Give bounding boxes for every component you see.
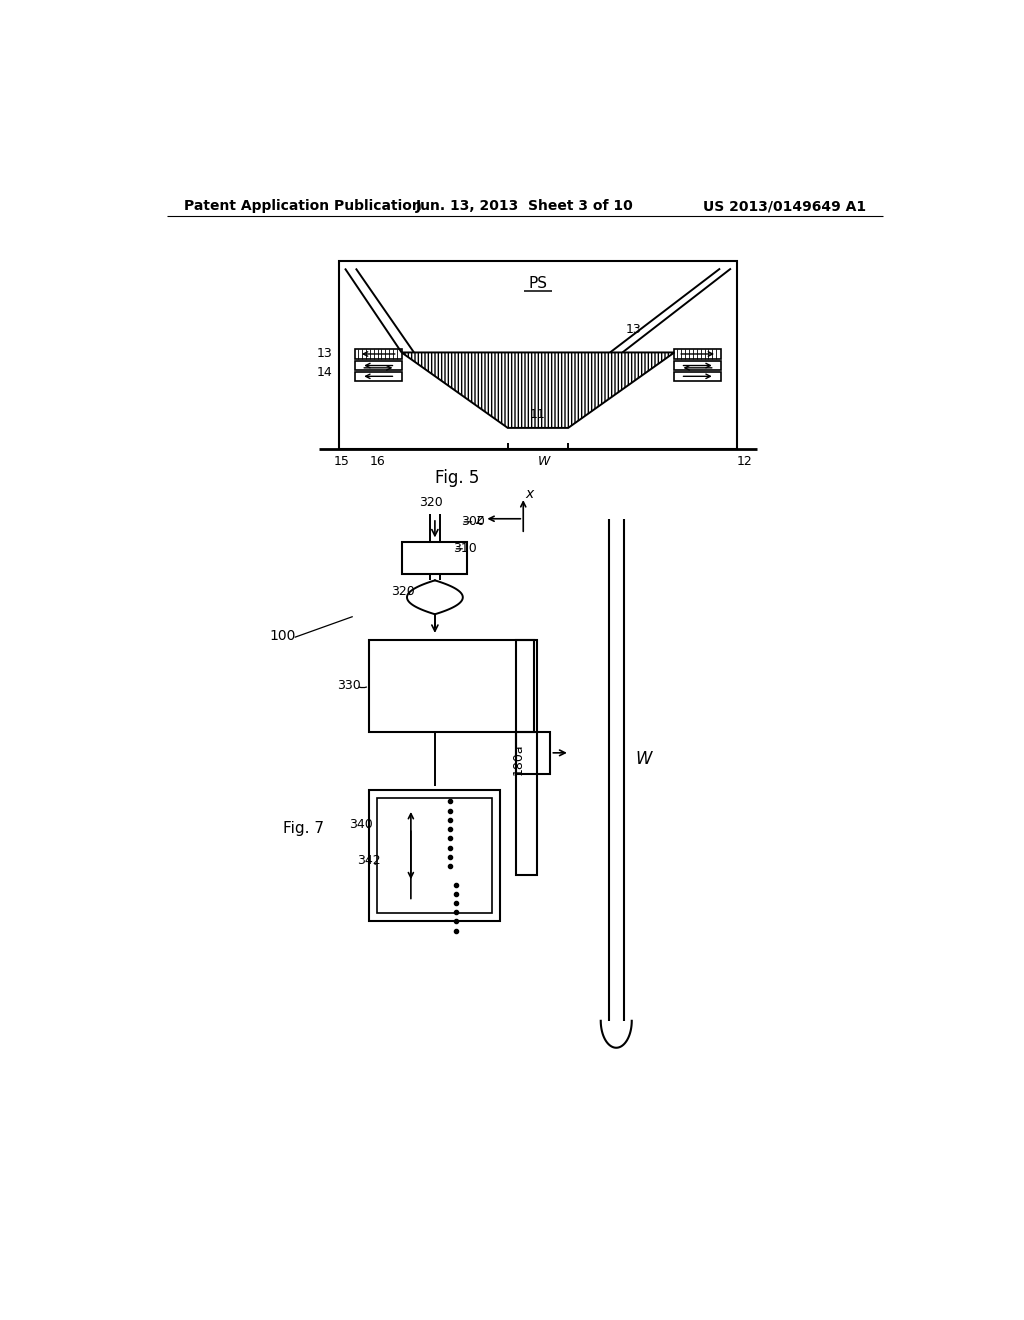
Bar	[675, 360, 721, 370]
Bar	[377, 797, 493, 913]
Text: z: z	[475, 512, 482, 527]
Text: 340: 340	[349, 818, 373, 832]
Bar	[369, 640, 535, 733]
Text: 180a: 180a	[512, 743, 525, 775]
Bar	[369, 789, 500, 921]
Text: 12: 12	[737, 455, 753, 469]
Text: 13: 13	[626, 323, 641, 335]
Bar	[515, 640, 538, 875]
Text: W: W	[636, 750, 652, 768]
Text: 330: 330	[337, 680, 361, 693]
Text: 13: 13	[316, 347, 333, 360]
Text: 16: 16	[370, 455, 385, 469]
Text: 100: 100	[269, 628, 296, 643]
Bar	[675, 350, 721, 359]
Bar	[515, 733, 550, 775]
Text: US 2013/0149649 A1: US 2013/0149649 A1	[702, 199, 866, 213]
Bar	[402, 541, 467, 574]
Text: Fig. 5: Fig. 5	[435, 469, 479, 487]
Text: Jun. 13, 2013  Sheet 3 of 10: Jun. 13, 2013 Sheet 3 of 10	[416, 199, 634, 213]
Text: 342: 342	[356, 854, 380, 867]
Text: 310: 310	[454, 543, 477, 556]
Text: 11: 11	[530, 408, 546, 421]
Bar	[355, 372, 401, 381]
Text: 320: 320	[391, 585, 416, 598]
Text: Patent Application Publication: Patent Application Publication	[183, 199, 422, 213]
Text: 15: 15	[334, 455, 350, 469]
Bar	[355, 360, 401, 370]
Text: 320: 320	[419, 496, 443, 510]
Bar	[355, 350, 401, 359]
Bar	[339, 261, 737, 449]
Polygon shape	[401, 352, 675, 428]
Text: x: x	[525, 487, 534, 502]
Text: W: W	[538, 455, 550, 469]
Text: 300: 300	[461, 515, 485, 528]
Bar	[675, 372, 721, 381]
Text: 14: 14	[316, 366, 333, 379]
Text: Fig. 7: Fig. 7	[283, 821, 324, 836]
Text: PS: PS	[528, 276, 548, 292]
